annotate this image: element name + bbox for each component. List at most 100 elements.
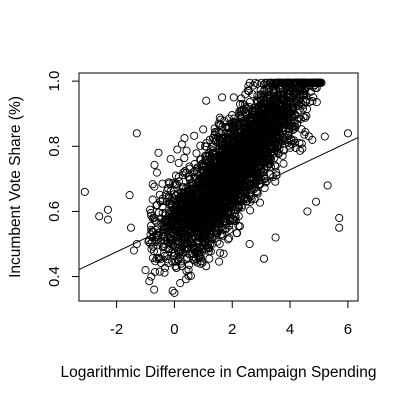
data-point <box>214 200 224 209</box>
data-point <box>172 227 181 236</box>
data-point <box>233 191 242 200</box>
data-point <box>257 99 266 108</box>
data-point <box>158 243 168 252</box>
data-point <box>190 160 199 169</box>
data-point <box>206 162 216 171</box>
data-point <box>215 257 224 266</box>
regression-layer <box>78 137 359 271</box>
data-point <box>148 228 157 237</box>
data-point <box>164 178 173 187</box>
data-point <box>167 212 176 221</box>
data-point <box>224 235 233 244</box>
data-point <box>177 197 186 206</box>
data-point <box>202 262 211 271</box>
data-point <box>245 150 254 160</box>
data-point <box>211 172 220 181</box>
data-point <box>259 254 269 263</box>
data-point <box>182 146 191 155</box>
data-point <box>165 179 174 188</box>
data-point <box>172 263 181 272</box>
data-point <box>262 84 271 93</box>
data-point <box>190 131 199 140</box>
data-point <box>158 194 167 203</box>
data-point <box>162 215 171 224</box>
data-point <box>267 117 276 126</box>
data-point <box>245 198 255 207</box>
data-point <box>271 177 280 186</box>
data-point <box>249 175 259 184</box>
data-point <box>250 106 260 116</box>
data-point <box>266 109 275 118</box>
data-point <box>294 106 303 115</box>
data-point <box>269 95 278 104</box>
data-point <box>180 239 190 248</box>
data-point <box>213 237 222 246</box>
data-point <box>246 167 255 176</box>
data-point <box>267 80 276 89</box>
data-point <box>169 205 178 214</box>
data-point <box>178 207 187 216</box>
data-point <box>218 150 227 159</box>
data-point <box>184 172 193 181</box>
data-point <box>169 217 178 227</box>
data-point <box>245 98 254 107</box>
data-point <box>290 89 299 98</box>
data-point <box>253 148 262 157</box>
data-point <box>232 139 241 148</box>
data-point <box>259 140 268 149</box>
data-point <box>222 122 232 131</box>
data-point <box>257 78 266 87</box>
data-point <box>180 227 189 236</box>
data-point <box>301 113 310 122</box>
data-point <box>280 110 289 119</box>
data-point <box>189 252 198 261</box>
data-point <box>222 138 231 147</box>
data-point <box>152 254 161 263</box>
data-point <box>291 85 300 94</box>
data-point <box>189 255 198 264</box>
data-point <box>250 185 259 194</box>
data-point <box>291 122 300 131</box>
data-point <box>150 285 159 294</box>
data-point <box>231 167 240 176</box>
data-point <box>233 229 242 238</box>
data-point <box>231 175 240 184</box>
data-point <box>283 78 292 87</box>
data-point <box>272 171 281 180</box>
data-point <box>251 179 260 188</box>
data-point <box>263 152 272 161</box>
data-point <box>335 213 344 222</box>
data-point <box>323 181 332 190</box>
data-point <box>242 131 251 140</box>
data-point <box>146 205 155 214</box>
data-point <box>217 136 226 145</box>
data-point <box>241 176 250 185</box>
data-point <box>176 279 185 288</box>
data-point <box>177 262 186 271</box>
data-point <box>166 154 175 164</box>
data-point <box>229 93 238 102</box>
regression-line <box>78 137 359 271</box>
x-tick-label: -2 <box>110 321 123 338</box>
data-point <box>172 257 181 266</box>
data-point <box>156 197 165 206</box>
data-point <box>217 222 226 231</box>
data-point <box>293 98 302 107</box>
data-point <box>216 248 225 257</box>
data-point <box>239 118 249 128</box>
data-point <box>254 157 263 166</box>
data-point <box>207 213 216 222</box>
data-point <box>204 224 213 233</box>
data-point <box>236 151 245 161</box>
data-point <box>172 180 182 189</box>
data-point <box>195 232 204 241</box>
data-point <box>210 202 219 211</box>
data-point <box>309 82 318 91</box>
data-point <box>95 212 104 221</box>
data-point <box>235 222 244 231</box>
data-point <box>189 231 198 240</box>
data-point <box>148 180 157 189</box>
x-tick-label: 0 <box>170 321 178 338</box>
data-point <box>172 198 181 207</box>
